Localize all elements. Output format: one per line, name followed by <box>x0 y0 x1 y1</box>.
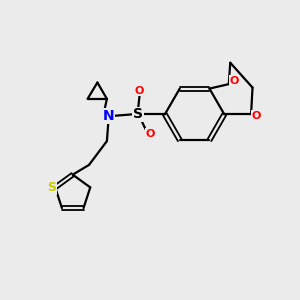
Text: O: O <box>145 129 155 139</box>
Text: S: S <box>47 181 56 194</box>
Text: O: O <box>252 111 261 121</box>
Text: S: S <box>133 107 143 121</box>
Text: O: O <box>230 76 239 85</box>
Text: N: N <box>103 109 114 123</box>
Text: O: O <box>135 85 144 96</box>
